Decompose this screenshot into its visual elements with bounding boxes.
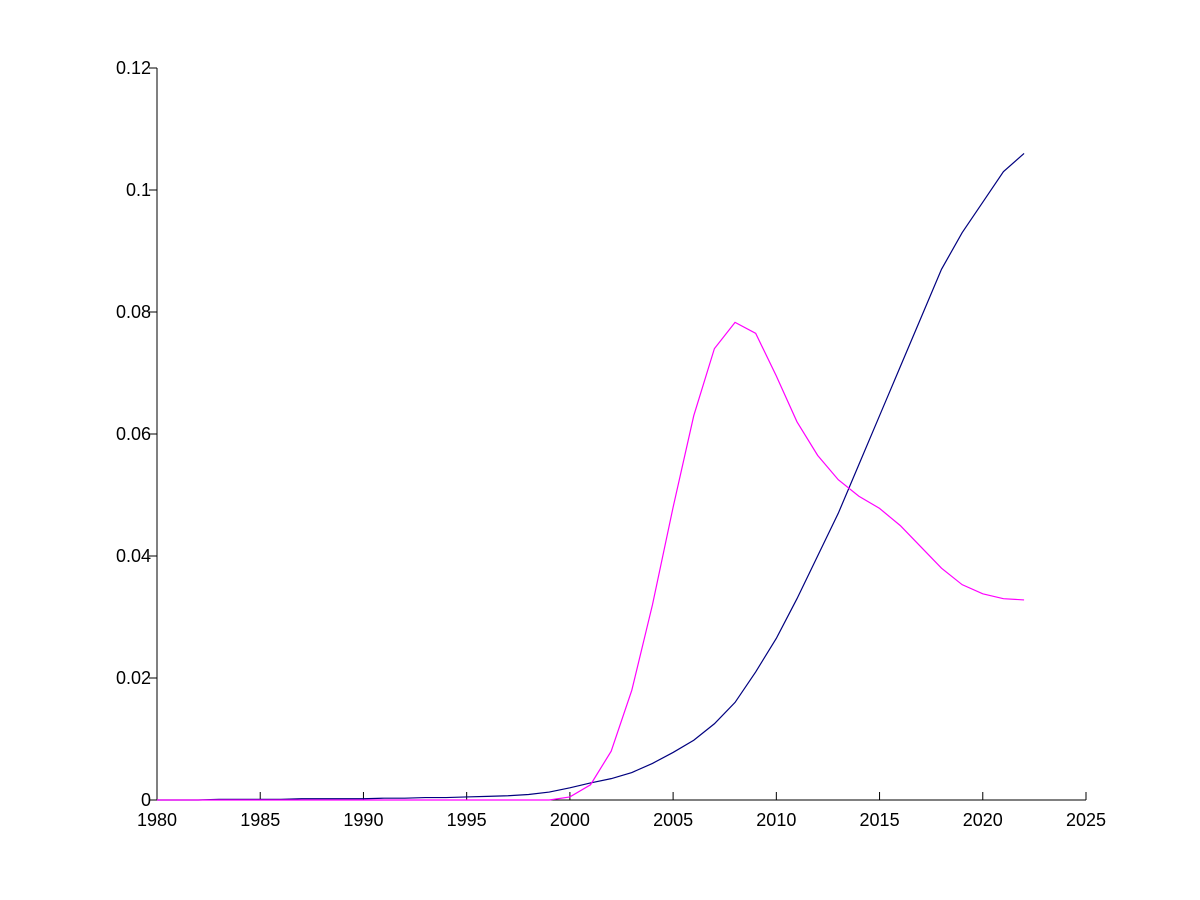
y-tick-label: 0.02 <box>116 668 151 688</box>
x-tick-label: 2015 <box>860 810 900 830</box>
x-tick-label: 2005 <box>653 810 693 830</box>
x-tick-label: 2025 <box>1066 810 1106 830</box>
series-line <box>157 321 1025 801</box>
x-tick-label: 1990 <box>343 810 383 830</box>
y-tick-label: 0.1 <box>126 180 151 200</box>
y-tick-label: 0.04 <box>116 546 151 566</box>
x-tick-label: 1985 <box>240 810 280 830</box>
y-tick-label: 0.12 <box>116 58 151 78</box>
series-line <box>157 152 1025 801</box>
x-tick-label: 1995 <box>447 810 487 830</box>
x-tick-label: 2000 <box>550 810 590 830</box>
y-tick-label: 0 <box>141 790 151 810</box>
x-tick-label: 2020 <box>963 810 1003 830</box>
y-tick-label: 0.06 <box>116 424 151 444</box>
x-tick-label: 2010 <box>756 810 796 830</box>
x-tick-label: 1980 <box>137 810 177 830</box>
y-tick-label: 0.08 <box>116 302 151 322</box>
